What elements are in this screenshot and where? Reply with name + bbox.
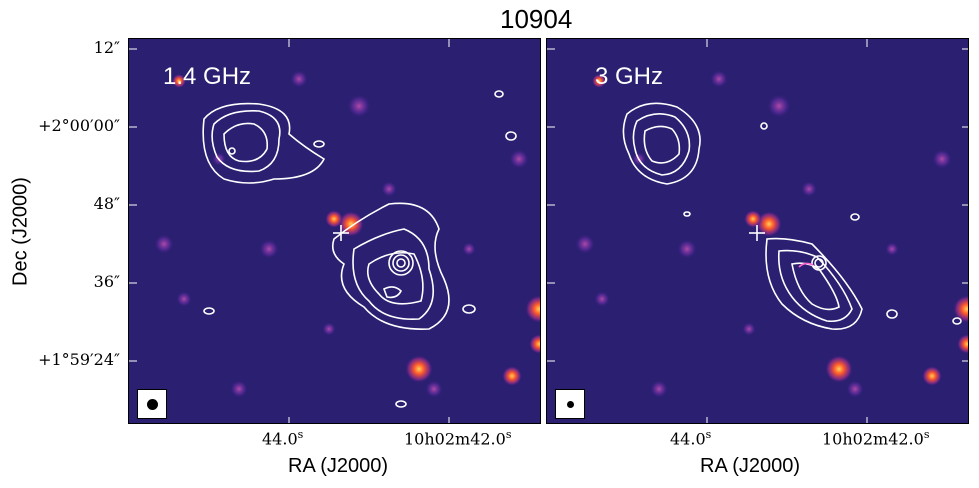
- radio-map-image: [547, 39, 968, 423]
- band-label: 3 GHz: [595, 63, 664, 90]
- x-tick-unit: s: [505, 428, 512, 441]
- x-axis-label: RA (J2000): [288, 455, 389, 477]
- radio-map-panel-3ghz: 3 GHz: [546, 38, 969, 424]
- x-tick-label: 44.0s: [670, 428, 711, 448]
- inner-jet-contour: [798, 262, 814, 268]
- band-label: 1.4 GHz: [163, 63, 252, 90]
- optical-host-marker: [749, 225, 765, 241]
- beam-indicator: [555, 389, 585, 419]
- radio-contours: [622, 102, 962, 330]
- y-tick-label: 48″: [93, 194, 120, 213]
- beam-indicator: [137, 389, 167, 419]
- x-axis-label: RA (J2000): [700, 455, 801, 477]
- radio-map-panel-1p4ghz: 1.4 GHz: [128, 38, 541, 424]
- background-sources: [575, 70, 952, 398]
- beam-shape: [567, 401, 574, 408]
- tick-marks: [547, 39, 968, 423]
- beam-shape: [147, 399, 158, 410]
- x-tick-text: 10h02m42.0: [404, 429, 506, 449]
- optical-host-marker: [333, 225, 349, 241]
- x-tick-unit: s: [705, 428, 712, 441]
- background-sources: [154, 70, 529, 398]
- x-tick-label: 10h02m42.0s: [404, 428, 511, 448]
- x-tick-unit: s: [923, 428, 930, 441]
- tick-marks: [129, 39, 450, 423]
- y-tick-label: +1°59′24″: [38, 350, 120, 369]
- y-tick-label: +2°00′00″: [38, 116, 120, 135]
- x-tick-label: 44.0s: [262, 428, 303, 448]
- bright-sources: [592, 74, 968, 386]
- x-tick-text: 44.0: [262, 429, 298, 449]
- x-tick-text: 44.0: [670, 429, 706, 449]
- y-tick-label: 36″: [93, 272, 120, 291]
- bright-sources: [172, 74, 540, 386]
- radio-map-image: [129, 39, 540, 423]
- figure-title: 10904: [500, 4, 573, 34]
- x-tick-unit: s: [297, 428, 304, 441]
- x-tick-label: 10h02m42.0s: [822, 428, 929, 448]
- y-tick-label: 12″: [93, 38, 120, 57]
- radio-contours: [202, 90, 517, 408]
- x-tick-text: 10h02m42.0: [822, 429, 924, 449]
- y-axis-label: Dec (J2000): [9, 177, 32, 286]
